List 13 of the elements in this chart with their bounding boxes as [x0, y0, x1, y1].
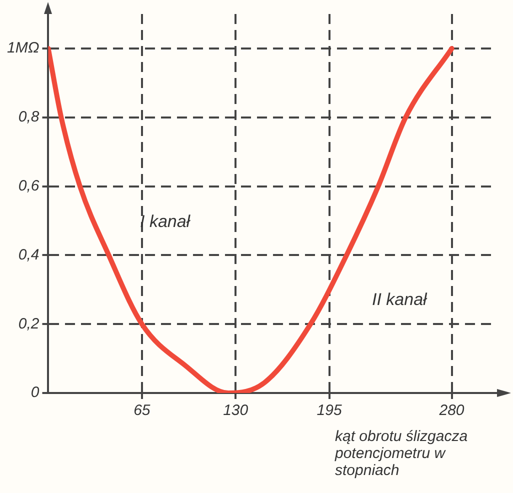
y-tick-label: 0,8	[18, 108, 40, 126]
x-tick-label: 280	[438, 402, 465, 420]
y-tick-label: 0	[30, 384, 40, 402]
y-tick-label: 0,6	[18, 177, 40, 194]
x-tick-label: 130	[223, 402, 249, 420]
annotation: II kanał	[372, 290, 427, 310]
y-tick-label: 0,2	[18, 315, 40, 332]
y-tick-label: 1MΩ	[7, 40, 40, 57]
x-tick-label: 65	[134, 402, 151, 420]
y-tick-label: 0,4	[18, 246, 40, 264]
x-axis-title: kąt obrotu ślizgacza potencjometru w stopniach	[335, 428, 469, 479]
x-tick-label: 195	[316, 402, 342, 420]
annotation: I kanał	[140, 212, 190, 232]
